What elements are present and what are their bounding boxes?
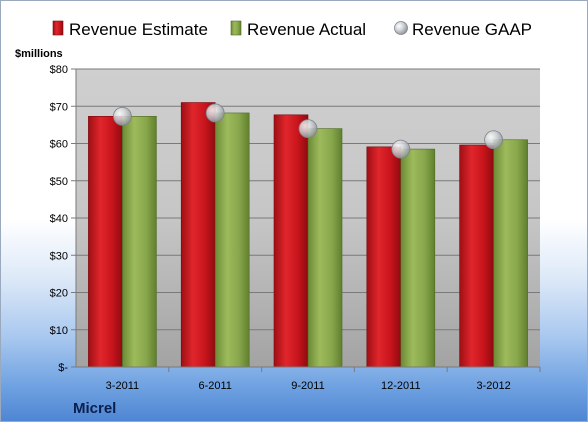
legend-swatch	[394, 21, 408, 35]
gaap-marker	[391, 139, 411, 159]
gaap-markers	[113, 103, 504, 159]
y-tick-label: $20	[50, 288, 68, 300]
x-tick-label: 12-2011	[381, 380, 421, 392]
legend: Revenue Estimate Revenue Actual Revenue GA…	[52, 20, 532, 39]
bars	[88, 102, 528, 368]
legend-swatch	[230, 20, 242, 36]
estimate-bar	[88, 116, 123, 368]
actual-bar	[400, 148, 436, 368]
x-tick-label: 6-2011	[198, 380, 231, 392]
x-tick-label: 3-2012	[476, 380, 510, 392]
estimate-bar	[180, 102, 216, 368]
actual-bar	[214, 112, 250, 368]
legend-label: Revenue Estimate	[69, 20, 208, 39]
x-tick-label: 9-2011	[291, 380, 324, 392]
legend-label: Revenue GAAP	[412, 20, 532, 39]
y-tick-label: $80	[50, 64, 68, 76]
gaap-marker	[484, 130, 504, 150]
estimate-bar	[459, 144, 494, 368]
company-name: Micrel	[73, 400, 116, 417]
actual-bar	[307, 128, 343, 368]
legend-label: Revenue Actual	[247, 20, 366, 39]
y-tick-label: $50	[50, 176, 68, 188]
y-tick-label: $10	[50, 325, 68, 337]
gaap-marker	[298, 119, 318, 138]
actual-bar	[122, 116, 157, 368]
gaap-marker	[205, 103, 225, 123]
axes: $- $10 $20 $30 $40 $50 $60 $70 $80 3-2011 6-2011 9-…	[50, 64, 541, 392]
gaap-marker	[113, 106, 132, 126]
y-tick-label: $30	[50, 250, 68, 262]
y-tick-label: $40	[50, 213, 68, 225]
y-tick-label: $-	[58, 362, 68, 374]
y-tick-label: $70	[50, 101, 68, 113]
legend-swatch	[52, 20, 64, 36]
y-tick-label: $60	[50, 139, 68, 151]
actual-bar	[493, 139, 528, 368]
estimate-bar	[366, 146, 402, 368]
estimate-bar	[273, 114, 309, 368]
y-unit-label: $millions	[15, 48, 63, 60]
x-tick-label: 3-2011	[106, 380, 139, 392]
